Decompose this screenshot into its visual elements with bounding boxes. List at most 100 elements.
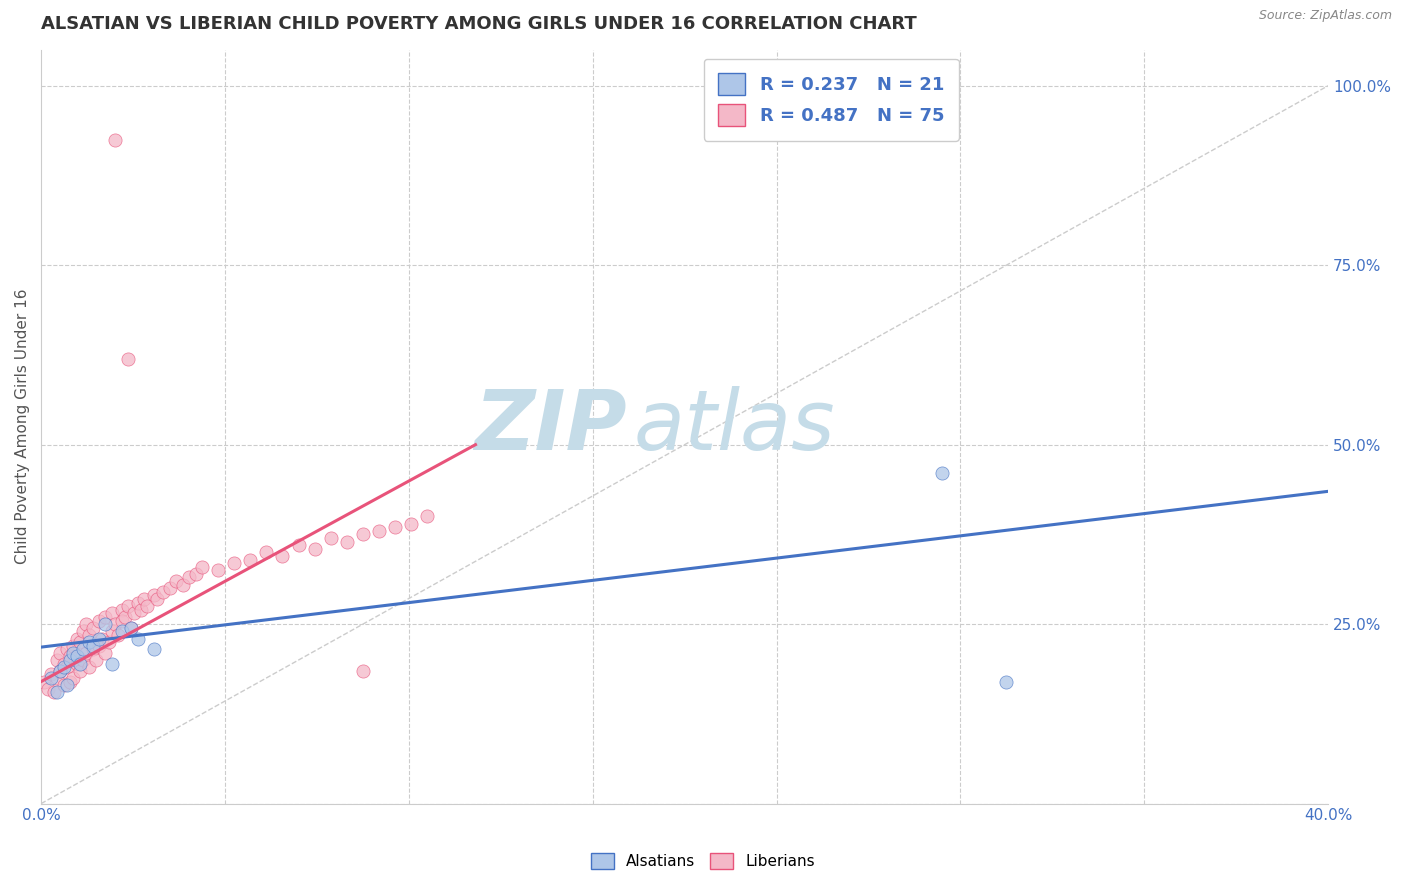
Point — [114, 610, 136, 624]
Point — [91, 632, 114, 646]
Point — [65, 632, 87, 646]
Point — [49, 664, 72, 678]
Point — [117, 351, 139, 366]
Point — [127, 596, 149, 610]
Point — [49, 664, 72, 678]
Point — [207, 563, 229, 577]
Point — [124, 607, 146, 621]
Point — [49, 646, 72, 660]
Point — [120, 621, 142, 635]
Point — [39, 671, 62, 685]
Point — [132, 592, 155, 607]
Point — [117, 599, 139, 614]
Point — [94, 617, 117, 632]
Point — [101, 657, 124, 671]
Point — [46, 685, 69, 699]
Point — [75, 617, 97, 632]
Point — [184, 566, 207, 581]
Legend: R = 0.237   N = 21, R = 0.487   N = 75: R = 0.237 N = 21, R = 0.487 N = 75 — [704, 59, 959, 141]
Point — [82, 642, 104, 657]
Point — [191, 559, 214, 574]
Point — [59, 653, 82, 667]
Point — [79, 635, 101, 649]
Point — [72, 624, 94, 639]
Point — [72, 653, 94, 667]
Point — [110, 603, 132, 617]
Point — [165, 574, 187, 588]
Point — [416, 509, 439, 524]
Point — [104, 132, 127, 146]
Point — [97, 635, 120, 649]
Point — [79, 628, 101, 642]
Point — [69, 635, 91, 649]
Point — [101, 624, 124, 639]
Point — [254, 545, 277, 559]
Point — [352, 527, 374, 541]
Point — [94, 610, 117, 624]
Point — [224, 556, 246, 570]
Point — [319, 531, 342, 545]
Point — [94, 646, 117, 660]
Point — [142, 589, 165, 603]
Point — [52, 678, 75, 692]
Text: Source: ZipAtlas.com: Source: ZipAtlas.com — [1258, 9, 1392, 22]
Point — [129, 603, 152, 617]
Point — [39, 667, 62, 681]
Point — [995, 674, 1018, 689]
Point — [84, 653, 107, 667]
Point — [82, 621, 104, 635]
Point — [52, 660, 75, 674]
Point — [46, 671, 69, 685]
Point — [110, 614, 132, 628]
Point — [34, 674, 56, 689]
Point — [368, 524, 391, 538]
Point — [107, 628, 129, 642]
Point — [62, 646, 84, 660]
Point — [159, 581, 181, 595]
Point — [399, 516, 422, 531]
Text: atlas: atlas — [633, 386, 835, 467]
Point — [110, 624, 132, 639]
Point — [271, 549, 294, 563]
Point — [142, 642, 165, 657]
Point — [120, 621, 142, 635]
Text: ALSATIAN VS LIBERIAN CHILD POVERTY AMONG GIRLS UNDER 16 CORRELATION CHART: ALSATIAN VS LIBERIAN CHILD POVERTY AMONG… — [41, 15, 917, 33]
Point — [52, 657, 75, 671]
Point — [104, 617, 127, 632]
Point — [46, 653, 69, 667]
Point — [62, 671, 84, 685]
Point — [87, 614, 110, 628]
Point — [65, 657, 87, 671]
Point — [42, 685, 65, 699]
Point — [136, 599, 159, 614]
Point — [172, 577, 194, 591]
Point — [127, 632, 149, 646]
Point — [59, 674, 82, 689]
Point — [87, 639, 110, 653]
Y-axis label: Child Poverty Among Girls Under 16: Child Poverty Among Girls Under 16 — [15, 289, 30, 565]
Point — [62, 639, 84, 653]
Point — [65, 649, 87, 664]
Point — [352, 664, 374, 678]
Point — [87, 632, 110, 646]
Point — [179, 570, 201, 584]
Point — [82, 639, 104, 653]
Point — [287, 538, 309, 552]
Point — [931, 467, 953, 481]
Point — [75, 646, 97, 660]
Point — [152, 584, 174, 599]
Point — [101, 607, 124, 621]
Point — [37, 681, 59, 696]
Legend: Alsatians, Liberians: Alsatians, Liberians — [585, 847, 821, 875]
Point — [56, 642, 79, 657]
Point — [56, 678, 79, 692]
Point — [146, 592, 169, 607]
Point — [239, 552, 262, 566]
Text: ZIP: ZIP — [474, 386, 627, 467]
Point — [304, 541, 326, 556]
Point — [69, 664, 91, 678]
Point — [72, 642, 94, 657]
Point — [384, 520, 406, 534]
Point — [336, 534, 359, 549]
Point — [59, 649, 82, 664]
